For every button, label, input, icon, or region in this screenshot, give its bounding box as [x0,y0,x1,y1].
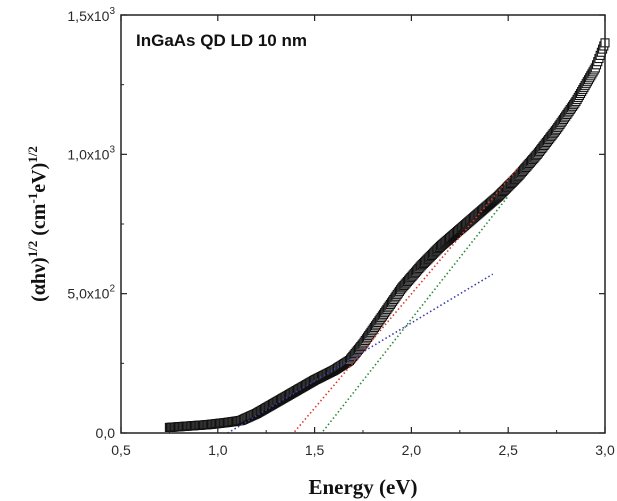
fit-lines [226,167,519,433]
data-series [164,38,610,432]
x-tick-label: 2,0 [402,442,422,458]
y-axis-title-exp2: -1 [25,193,40,204]
fit-line [320,195,509,433]
x-tick-label: 1,5 [305,442,325,458]
y-axis-title-exp1: 1/2 [25,241,40,258]
y-tick-label: 1,5x103 [67,6,115,24]
tick-labels: 0,5 1,0 1,5 2,0 2,5 3,0 0,0 5,0x102 1,0x103 1,5x1… [67,6,615,458]
y-axis-title-base: (αhν) [28,257,50,302]
x-tick-label: 2,5 [498,442,518,458]
x-tick-label: 0,5 [111,442,131,458]
y-axis-title-mid2: eV) [28,163,50,193]
y-axis-title-mid: (cm [28,203,50,241]
y-tick-label: 1,0x103 [67,144,115,162]
x-tick-label: 1,0 [208,442,228,458]
y-axis-title-exp3: 1/2 [25,146,40,163]
series-layer [164,38,610,432]
x-tick-label: 3,0 [595,442,615,458]
chart-title: InGaAs QD LD 10 nm [136,31,307,50]
y-tick-label: 5,0x102 [67,284,115,302]
x-axis-title: Energy (eV) [308,475,417,499]
fit-line [292,167,519,433]
y-axis-title: (αhν)1/2 (cm-1eV)1/2 [25,146,50,302]
ticks [120,14,606,434]
y-tick-label: 0,0 [96,425,116,441]
plot-frame [120,14,606,434]
